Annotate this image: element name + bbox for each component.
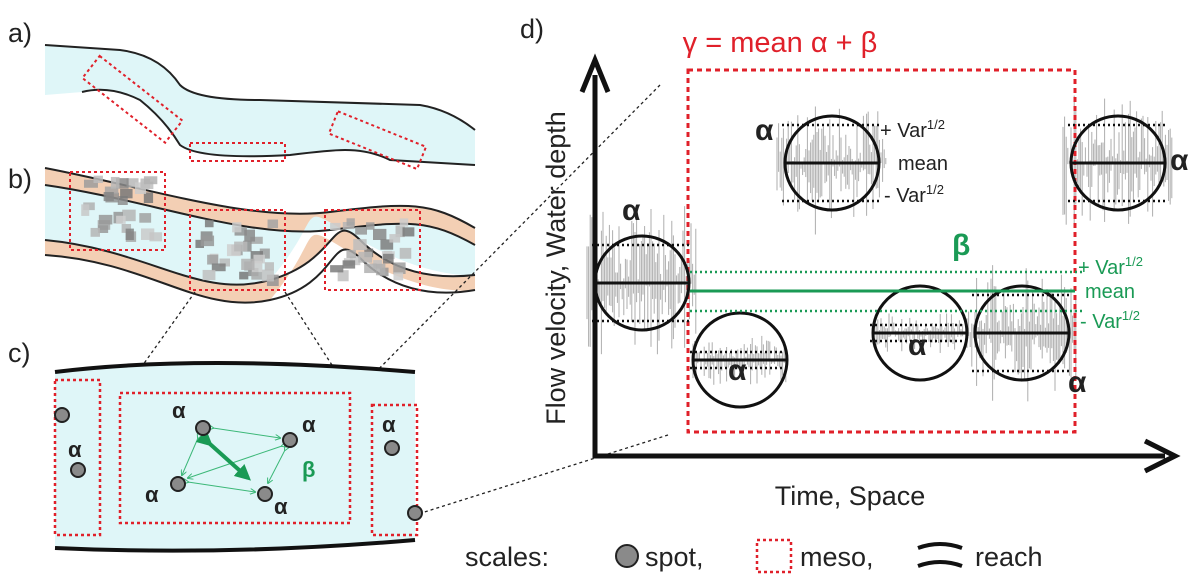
legend-item: meso,	[800, 542, 874, 572]
patch	[373, 229, 386, 240]
patch	[353, 239, 366, 250]
patch	[383, 254, 394, 264]
legend-meso	[757, 540, 791, 572]
var-label: + Var1/2	[880, 117, 945, 142]
patch	[111, 177, 120, 189]
panel-a: a)	[8, 18, 475, 169]
patch	[400, 218, 408, 226]
alpha: α	[68, 437, 82, 462]
panel-c: c) α α α α α	[8, 338, 422, 551]
alpha: α	[1170, 144, 1189, 177]
patch	[393, 262, 405, 274]
alpha: α	[622, 194, 641, 227]
spot	[171, 477, 185, 491]
patch	[389, 234, 400, 242]
var-label: - Var1/2	[1080, 308, 1140, 333]
spot	[283, 433, 297, 447]
patch	[144, 176, 157, 184]
panel-b: b)	[8, 164, 475, 303]
legend-item: spot,	[645, 542, 704, 572]
panel-label: b)	[8, 164, 32, 194]
patch	[149, 232, 162, 241]
alpha: α	[274, 494, 288, 519]
var-label: + Var1/2	[1078, 254, 1143, 279]
title: γ = mean α + β	[683, 27, 878, 59]
alpha: α	[145, 482, 159, 507]
patch	[346, 250, 356, 258]
patch	[376, 264, 385, 276]
patch	[251, 272, 262, 280]
panel-label: c)	[8, 338, 31, 368]
spot	[71, 463, 85, 477]
alpha: α	[755, 114, 774, 147]
figure: a) b) c)	[0, 0, 1204, 579]
legend-spot	[616, 545, 638, 567]
patch	[126, 229, 134, 240]
legend-title: scales:	[465, 542, 549, 572]
patch	[139, 213, 151, 223]
alpha: α	[382, 412, 396, 437]
patch	[244, 230, 255, 242]
var-label: - Var1/2	[884, 182, 944, 207]
patch	[358, 252, 372, 263]
patch	[330, 223, 340, 230]
patch	[120, 189, 132, 198]
patch	[232, 222, 241, 232]
panel-label: a)	[8, 18, 32, 48]
x-axis-label: Time, Space	[775, 481, 926, 511]
patch	[355, 227, 367, 235]
legend-reach	[918, 562, 962, 566]
patch	[239, 272, 248, 280]
patch	[393, 272, 403, 280]
beta: β	[302, 457, 315, 482]
patch	[330, 265, 343, 272]
patch	[347, 218, 355, 225]
patch	[253, 255, 264, 264]
patch	[366, 222, 374, 229]
mean-label: mean	[898, 153, 948, 175]
spot	[385, 441, 399, 455]
alpha: α	[172, 398, 186, 423]
alpha: α	[908, 329, 927, 362]
spot	[196, 421, 210, 435]
patch	[207, 255, 218, 265]
legend: scales: spot, meso, reach	[465, 540, 1043, 572]
patch	[400, 248, 412, 259]
patch	[262, 270, 274, 282]
patch	[91, 228, 100, 237]
spot	[258, 487, 272, 501]
patch	[241, 259, 254, 270]
spot	[408, 506, 422, 520]
alpha: α	[302, 412, 316, 437]
patch	[116, 216, 126, 224]
legend-reach	[918, 544, 962, 548]
patch	[81, 204, 89, 216]
alpha: α	[1068, 366, 1087, 399]
patch	[265, 262, 274, 270]
patch	[99, 215, 113, 225]
patch	[93, 176, 102, 183]
mean-label: mean	[1085, 281, 1135, 303]
beta: β	[952, 229, 970, 262]
patch	[403, 227, 415, 236]
patch	[364, 263, 376, 273]
connector	[415, 435, 668, 515]
legend-item: reach	[975, 542, 1043, 572]
patch	[205, 220, 214, 227]
patch	[203, 270, 216, 280]
panel-label: d)	[520, 14, 544, 44]
patch	[343, 260, 356, 268]
panel-d: d) γ = mean α + β Flow velocity, Water d…	[520, 14, 1189, 511]
patch	[104, 192, 114, 201]
patch	[201, 236, 214, 247]
spot	[55, 408, 69, 422]
patch	[268, 220, 278, 229]
patch	[234, 242, 247, 252]
y-axis-label: Flow velocity, Water depth	[541, 111, 571, 425]
alpha: α	[728, 354, 747, 387]
